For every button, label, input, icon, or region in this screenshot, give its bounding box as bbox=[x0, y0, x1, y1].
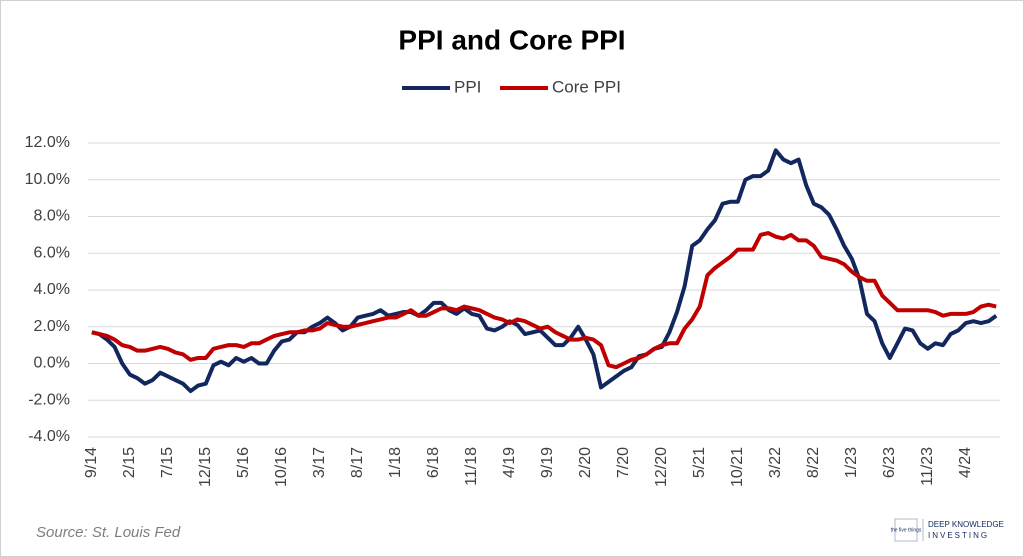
x-tick-label: 6/23 bbox=[881, 447, 898, 478]
x-tick-label: 8/22 bbox=[805, 447, 822, 478]
x-tick-label: 1/23 bbox=[843, 447, 860, 478]
y-tick-label: -2.0% bbox=[28, 391, 70, 408]
x-tick-label: 9/14 bbox=[83, 447, 100, 478]
x-tick-label: 4/24 bbox=[957, 447, 974, 478]
y-tick-label: 12.0% bbox=[25, 134, 70, 151]
logo-box bbox=[894, 518, 918, 542]
logo-text: DEEP KNOWLEDGE bbox=[928, 520, 1004, 529]
x-tick-label: 2/20 bbox=[577, 447, 594, 478]
logo-text: the five things bbox=[891, 527, 922, 533]
x-tick-label: 12/20 bbox=[653, 447, 670, 487]
y-tick-label: 4.0% bbox=[34, 281, 70, 298]
y-tick-label: 2.0% bbox=[34, 318, 70, 335]
x-tick-label: 7/20 bbox=[615, 447, 632, 478]
chart-title: PPI and Core PPI bbox=[398, 24, 625, 55]
y-tick-label: 0.0% bbox=[34, 355, 70, 372]
x-tick-label: 5/21 bbox=[691, 447, 708, 478]
y-tick-label: 10.0% bbox=[25, 171, 70, 188]
x-tick-label: 11/23 bbox=[919, 447, 936, 486]
x-tick-label: 2/15 bbox=[121, 447, 138, 478]
x-tick-label: 7/15 bbox=[159, 447, 176, 478]
y-tick-label: 8.0% bbox=[34, 208, 70, 225]
series-line bbox=[91, 148, 998, 394]
x-tick-label: 8/17 bbox=[349, 447, 366, 478]
x-tick-label: 11/18 bbox=[463, 447, 480, 486]
x-tick-label: 12/15 bbox=[197, 447, 214, 487]
y-tick-label: -4.0% bbox=[28, 428, 70, 445]
logo-text: INVESTING bbox=[928, 531, 989, 540]
x-tick-label: 1/18 bbox=[387, 447, 404, 478]
source: Source: St. Louis Fed bbox=[36, 524, 181, 541]
x-tick-label: 3/17 bbox=[311, 447, 328, 478]
series-line bbox=[91, 231, 997, 370]
x-tick-label: 9/19 bbox=[539, 447, 556, 478]
x-tick-label: 10/21 bbox=[729, 447, 746, 487]
x-tick-label: 4/19 bbox=[501, 447, 518, 478]
legend-label: Core PPI bbox=[552, 77, 621, 96]
x-tick-label: 6/18 bbox=[425, 447, 442, 478]
x-tick-label: 5/16 bbox=[235, 447, 252, 478]
y-tick-label: 6.0% bbox=[34, 244, 70, 261]
x-tick-label: 10/16 bbox=[273, 447, 290, 487]
legend-label: PPI bbox=[454, 77, 481, 96]
x-tick-label: 3/22 bbox=[767, 447, 784, 478]
